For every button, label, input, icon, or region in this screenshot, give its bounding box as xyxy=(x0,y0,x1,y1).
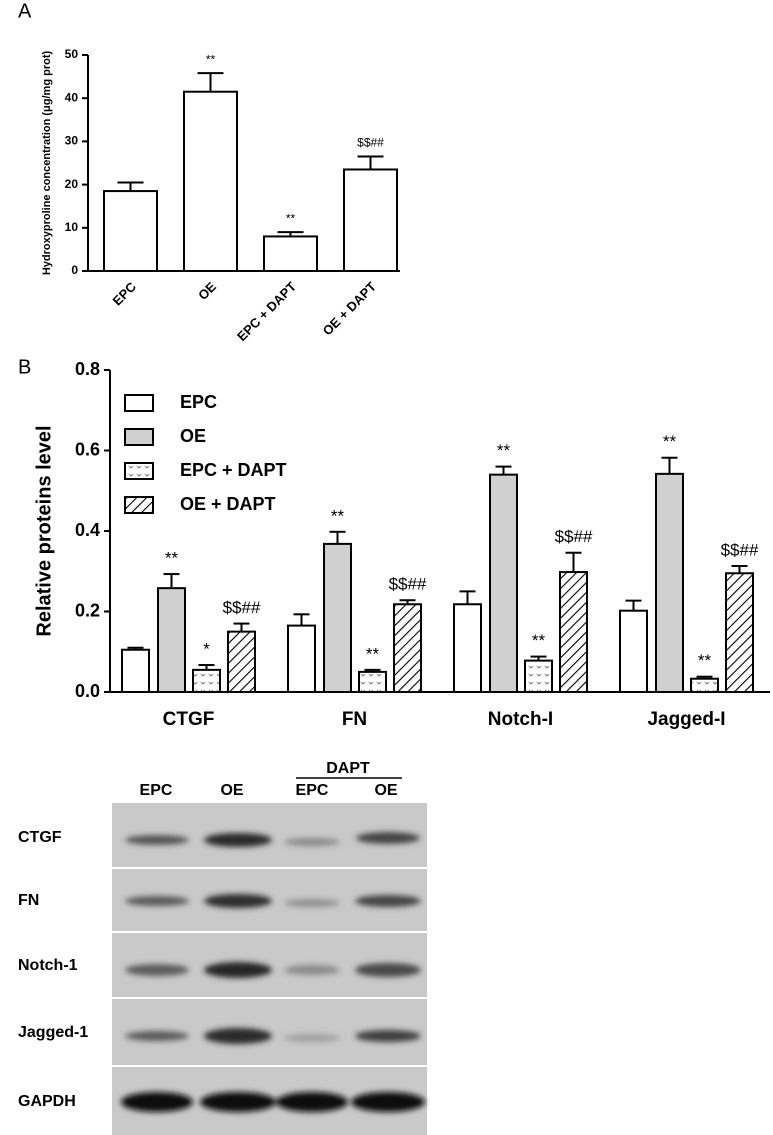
y-tick-label: 30 xyxy=(65,134,79,148)
annotation: ** xyxy=(165,549,179,568)
bar xyxy=(103,190,158,272)
legend-label: EPC xyxy=(180,392,217,412)
blot-row-label: Jagged-1 xyxy=(18,1024,88,1041)
y-tick-label: 0.6 xyxy=(75,439,100,459)
bar xyxy=(725,572,754,694)
y-axis-label: Relative proteins level xyxy=(33,425,55,636)
annotation: $$## xyxy=(555,527,593,546)
x-tick-label: OE + DAPT xyxy=(320,279,379,338)
bar xyxy=(287,624,316,694)
y-tick-label: 0.0 xyxy=(75,681,100,701)
annotation: $$## xyxy=(223,598,261,617)
bar xyxy=(358,670,387,693)
annotation: $$## xyxy=(357,136,384,150)
blot-row-label: Notch-1 xyxy=(18,957,78,974)
blot-column-label: EPC xyxy=(296,782,329,799)
legend-swatch xyxy=(124,462,154,480)
annotation: * xyxy=(203,640,210,659)
blot-column-label: EPC xyxy=(140,782,173,799)
bar xyxy=(227,630,256,693)
bar xyxy=(489,473,518,693)
y-tick-label: 0.8 xyxy=(75,359,100,379)
blot-column-label: OE xyxy=(374,782,397,799)
bands xyxy=(121,832,425,1112)
y-tick-label: 40 xyxy=(65,90,79,104)
x-tick-label: FN xyxy=(342,709,367,730)
bar xyxy=(263,235,318,273)
bar xyxy=(524,659,553,693)
blot-row-label: CTGF xyxy=(18,829,62,846)
x-tick-label: EPC + DAPT xyxy=(234,279,299,344)
annotation: ** xyxy=(366,644,380,663)
y-tick-label: 0.4 xyxy=(75,520,100,540)
y-tick-label: 10 xyxy=(65,220,79,234)
legend-swatch xyxy=(124,394,154,412)
bar xyxy=(393,603,422,694)
annotation: $$## xyxy=(721,541,759,560)
bar xyxy=(619,609,648,694)
y-tick-label: 0.2 xyxy=(75,600,100,620)
western-blot: EPC OE DAPT EPC OE CTGF FN Notch-1 Jagge… xyxy=(18,760,427,1135)
bar xyxy=(655,472,684,693)
annotation: ** xyxy=(698,651,712,670)
annotation: ** xyxy=(497,441,511,460)
x-tick-label: EPC xyxy=(110,279,140,309)
x-tick-label: Notch-I xyxy=(488,709,553,730)
legend-label: OE + DAPT xyxy=(180,494,276,514)
annotation: ** xyxy=(331,506,345,525)
bar xyxy=(121,648,150,693)
bar xyxy=(183,90,238,272)
bar xyxy=(690,677,719,694)
bar xyxy=(323,542,352,693)
annotation: ** xyxy=(286,211,296,225)
annotation: $$## xyxy=(389,575,427,594)
bar xyxy=(343,168,398,272)
blot-column-label: OE xyxy=(220,782,243,799)
blot-row-label: FN xyxy=(18,892,39,909)
bar xyxy=(192,668,221,693)
x-tick-label: Jagged-I xyxy=(647,709,725,730)
bar xyxy=(453,603,482,694)
legend-label: OE xyxy=(180,426,206,446)
bar xyxy=(559,571,588,693)
legend-swatch xyxy=(124,428,154,446)
panel-label: A xyxy=(18,0,32,22)
annotation: ** xyxy=(206,52,216,66)
legend-swatch xyxy=(124,496,154,514)
y-tick-label: 0 xyxy=(71,263,78,277)
y-tick-label: 50 xyxy=(65,47,79,61)
x-tick-label: CTGF xyxy=(163,709,215,730)
annotation: ** xyxy=(532,631,546,650)
blot-group-label: DAPT xyxy=(326,760,370,777)
y-tick-label: 20 xyxy=(65,177,79,191)
panel-label: B xyxy=(18,356,31,378)
annotation: ** xyxy=(663,432,677,451)
blot-row-label: GAPDH xyxy=(18,1093,76,1110)
x-tick-label: OE xyxy=(195,279,219,303)
y-axis-label: Hydroxyproline concentration (μg/mg prot… xyxy=(41,51,53,276)
legend-label: EPC + DAPT xyxy=(180,460,287,480)
bar xyxy=(157,587,186,694)
